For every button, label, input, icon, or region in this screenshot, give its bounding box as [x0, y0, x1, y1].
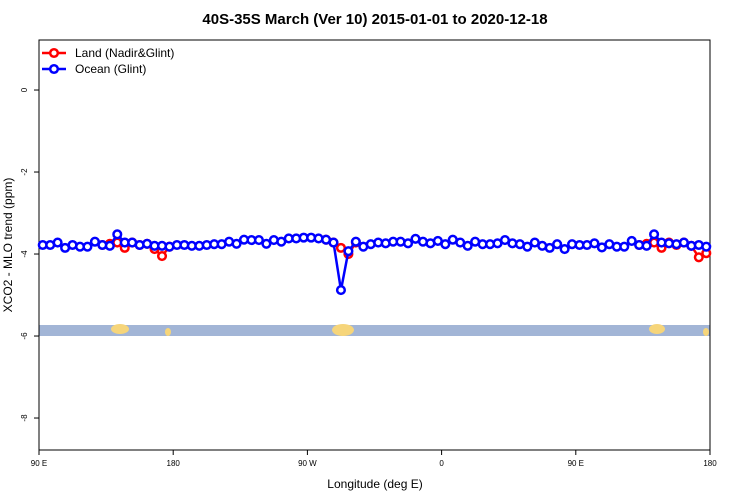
data-point: [649, 229, 660, 240]
data-point: [328, 237, 339, 248]
x-tick-label: 0: [439, 459, 444, 468]
data-point: [343, 246, 354, 257]
data-point: [552, 239, 563, 250]
data-point: [335, 285, 347, 296]
legend-label: Land (Nadir&Glint): [75, 46, 174, 60]
data-point: [693, 252, 704, 263]
x-tick-label: 180: [703, 459, 717, 468]
map-strip: [39, 324, 710, 336]
legend-label: Ocean (Glint): [75, 62, 146, 76]
data-point: [82, 241, 93, 252]
x-tick-label: 90 E: [568, 459, 584, 468]
data-point: [626, 235, 637, 246]
y-tick-label: 0: [20, 87, 29, 92]
data-point: [701, 241, 712, 252]
x-tick-label: 90 E: [31, 459, 47, 468]
data-point: [112, 229, 123, 240]
x-axis-label: Longitude (deg E): [327, 477, 422, 491]
y-tick-label: -2: [20, 168, 29, 176]
data-point: [589, 238, 600, 249]
x-tick-label: 90 W: [298, 459, 317, 468]
y-axis-label: XCO2 - MLO trend (ppm): [1, 178, 15, 313]
data-point: [440, 239, 451, 250]
x-tick-label: 180: [167, 459, 181, 468]
data-point: [104, 240, 115, 251]
data-point: [261, 238, 272, 249]
legend-marker: [48, 47, 60, 59]
data-point: [253, 235, 264, 246]
data-point: [544, 242, 555, 253]
data-point: [403, 238, 414, 249]
legend-marker: [48, 63, 60, 75]
data-point: [619, 241, 630, 252]
data-point: [641, 240, 652, 251]
data-point: [231, 238, 242, 249]
y-tick-label: -4: [20, 250, 29, 258]
data-point: [52, 237, 63, 248]
data-point: [156, 251, 168, 262]
chart-title: 40S-35S March (Ver 10) 2015-01-01 to 202…: [202, 11, 547, 28]
data-point: [522, 241, 533, 252]
data-point: [559, 244, 570, 255]
y-tick-label: -8: [20, 414, 29, 422]
data-point: [350, 236, 361, 247]
data-point: [462, 240, 473, 251]
y-tick-label: -6: [20, 332, 29, 340]
